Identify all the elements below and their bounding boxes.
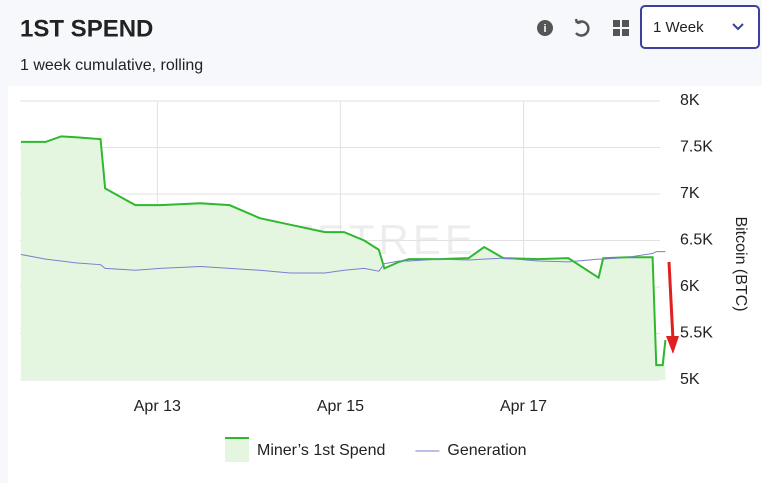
x-tick-label: Apr 15 — [317, 398, 364, 415]
refresh-icon[interactable] — [574, 18, 590, 37]
annotation-arrow — [667, 261, 675, 341]
y-axis-label: Bitcoin (BTC) — [732, 216, 749, 311]
period-select[interactable] — [640, 5, 760, 49]
y-tick-label: 6K — [680, 278, 700, 295]
series-line — [20, 251, 666, 274]
grid-icon[interactable] — [613, 20, 629, 36]
subtitle: 1 week cumulative, rolling — [20, 57, 203, 74]
info-glyph: i — [543, 23, 546, 35]
info-icon[interactable] — [537, 20, 553, 36]
y-tick-label: 6.5K — [680, 232, 713, 249]
x-tick-label: Apr 17 — [500, 398, 547, 415]
y-tick-label: 7.5K — [680, 139, 713, 156]
annotation-arrowhead — [666, 336, 679, 354]
dropdown-arrow — [732, 23, 744, 31]
y-tick-label: 8K — [680, 92, 700, 109]
x-tick-label: Apr 13 — [134, 398, 181, 415]
legend-label: Miner’s 1st Spend — [257, 442, 385, 459]
area — [20, 136, 666, 380]
y-tick-label: 5.5K — [680, 325, 713, 342]
legend-swatch — [225, 438, 249, 462]
legend-label: Generation — [447, 442, 526, 459]
series-line — [20, 135, 667, 367]
y-tick-label: 7K — [680, 185, 700, 202]
y-tick-label: 5K — [680, 371, 700, 388]
period-label: 1 Week — [653, 19, 704, 36]
title: 1ST SPEND — [20, 15, 153, 42]
